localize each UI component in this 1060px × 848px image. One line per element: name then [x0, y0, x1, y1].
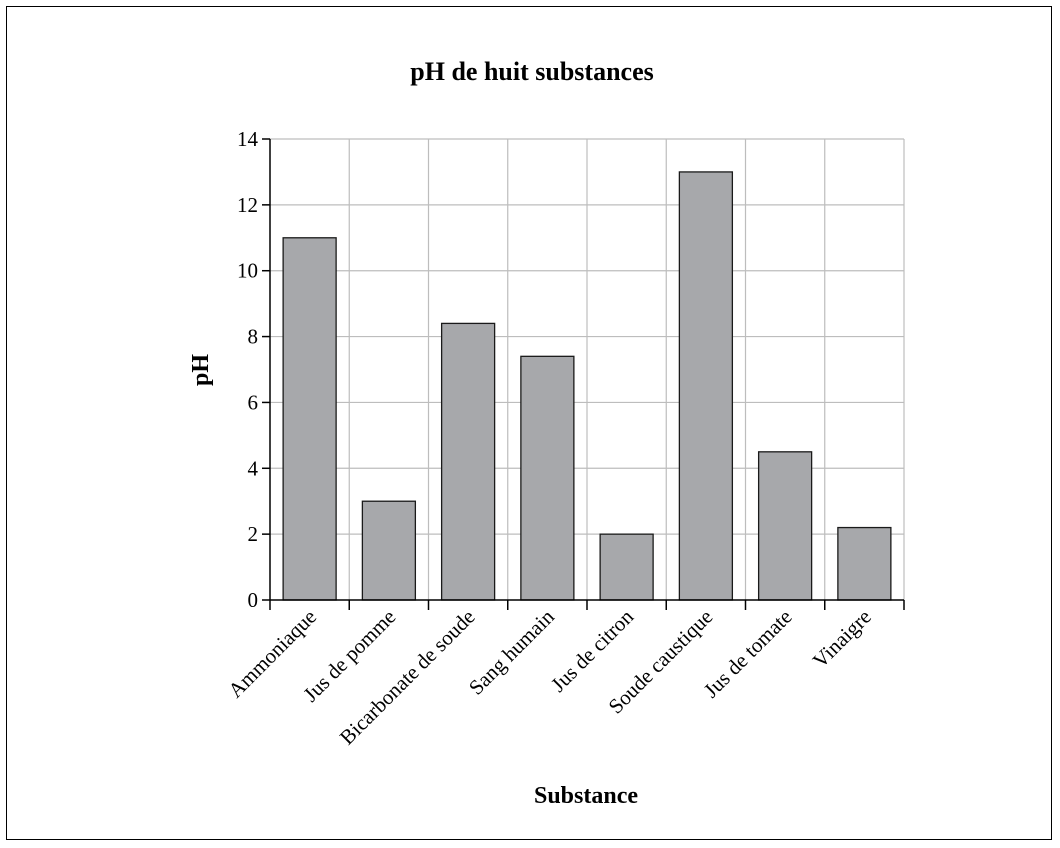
bar-7 [757, 451, 813, 601]
y-tick-label: 6 [248, 390, 259, 414]
x-category-label: Vinaigre [808, 605, 876, 673]
bar-3 [440, 322, 496, 601]
bar-6 [678, 171, 734, 601]
bar-5 [599, 533, 654, 601]
x-axis-label: Substance [534, 783, 638, 809]
y-axis-label: pH [188, 354, 214, 386]
chart-title: pH de huit substances [410, 57, 653, 86]
y-tick-label: 0 [248, 588, 259, 612]
y-tick-label: 8 [248, 325, 259, 349]
bar-8 [837, 526, 892, 601]
x-category-label: Bicarbonate de soude [335, 605, 480, 750]
bar-2 [361, 500, 417, 601]
y-tick-label: 2 [248, 522, 259, 546]
bars [282, 171, 892, 601]
bar-4 [520, 355, 575, 601]
y-tick-label: 12 [237, 193, 258, 217]
y-tick-label: 10 [237, 259, 258, 283]
y-tick-labels: 0 2 4 6 8 10 12 14 [237, 127, 259, 612]
x-category-label: Sang humain [464, 604, 559, 699]
y-tick-label: 14 [237, 127, 259, 151]
bar-1 [282, 237, 337, 601]
axes [262, 138, 905, 610]
y-tick-label: 4 [248, 456, 259, 480]
